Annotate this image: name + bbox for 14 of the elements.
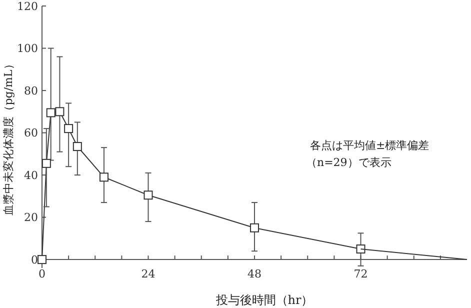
y-tick-label: 0 — [31, 253, 38, 266]
y-tick-label: 20 — [24, 211, 38, 224]
y-tick-label: 40 — [24, 168, 38, 182]
y-tick-label: 120 — [17, 0, 38, 13]
y-axis-title: 血漿中未変化体濃度（pg/mL） — [2, 58, 15, 216]
x-tick-label: 24 — [141, 268, 156, 281]
annotation: 各点は平均値±標準偏差 — [310, 139, 430, 152]
x-tick-label: 48 — [248, 268, 262, 281]
y-tick-label: 80 — [24, 84, 38, 98]
x-axis-title: 投与後時間（hr） — [214, 293, 314, 307]
annotation: （n=29）で表示 — [306, 156, 392, 169]
y-tick-label: 100 — [17, 42, 38, 56]
y-tick-label: 60 — [24, 126, 38, 140]
x-tick-label: 72 — [354, 268, 368, 281]
